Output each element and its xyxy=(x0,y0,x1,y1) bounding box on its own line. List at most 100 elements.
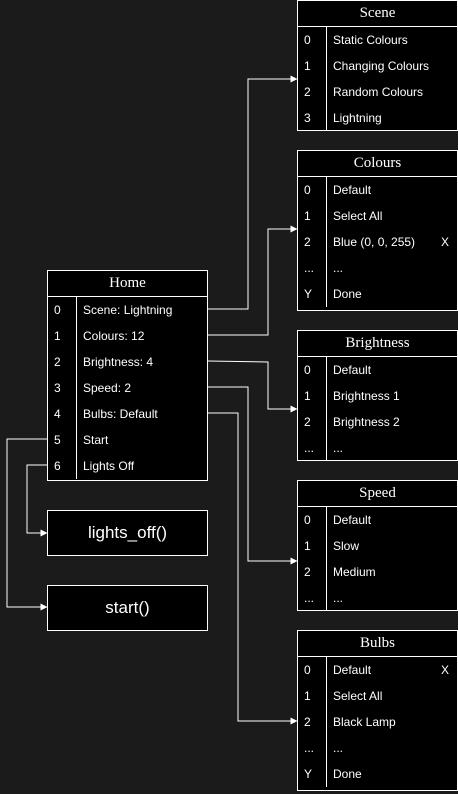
row-value: Default xyxy=(333,183,372,197)
bulbs-row-more: ...... xyxy=(298,735,457,761)
row-value: Speed: 2 xyxy=(83,381,132,395)
row-key: 2 xyxy=(304,235,311,249)
connector-brightness xyxy=(201,357,298,413)
row-key: ... xyxy=(304,261,315,275)
row-key: 6 xyxy=(54,459,61,473)
lights-off-function-box: lights_off() xyxy=(47,510,208,556)
scene-row-lightning[interactable]: 3 Lightning xyxy=(298,105,457,131)
row-key: Y xyxy=(304,287,313,301)
connector-lights-off xyxy=(26,464,48,537)
scene-row-random-colours[interactable]: 2 Random Colours xyxy=(298,79,457,105)
selected-mark: X xyxy=(440,663,449,677)
row-key: 2 xyxy=(304,715,311,729)
speed-row-default[interactable]: 0 Default xyxy=(298,507,457,533)
row-key: 0 xyxy=(304,513,311,527)
row-key: ... xyxy=(304,441,315,455)
row-key: ... xyxy=(304,741,315,755)
connector-start xyxy=(6,438,48,611)
row-value: Select All xyxy=(333,209,383,223)
connector-bulbs xyxy=(201,409,298,725)
row-key: 4 xyxy=(54,407,61,421)
row-key: 1 xyxy=(304,539,311,553)
brightness-row-2[interactable]: 2 Brightness 2 xyxy=(298,409,457,435)
row-value: Lights Off xyxy=(83,459,135,473)
bulbs-table: Bulbs 0 Default X 1 Select All 2 Black Lamp … xyxy=(297,630,458,791)
speed-row-more: ...... xyxy=(298,585,457,611)
speed-row-slow[interactable]: 1 Slow xyxy=(298,533,457,559)
speed-table-title: Speed xyxy=(298,481,457,507)
home-row-lights-off[interactable]: 6 Lights Off xyxy=(48,453,207,479)
row-value: Brightness: 4 xyxy=(83,355,154,369)
row-key: 1 xyxy=(304,209,311,223)
home-row-scene[interactable]: 0 Scene: Lightning xyxy=(48,297,207,323)
scene-row-changing-colours[interactable]: 1 Changing Colours xyxy=(298,53,457,79)
row-value: Black Lamp xyxy=(333,715,396,729)
row-value: ... xyxy=(333,741,344,755)
bulbs-table-title: Bulbs xyxy=(298,631,457,657)
colours-row-select-all[interactable]: 1 Select All xyxy=(298,203,457,229)
home-table-title: Home xyxy=(48,271,207,297)
row-key: 2 xyxy=(304,85,311,99)
connector-colours xyxy=(201,225,298,339)
connector-speed xyxy=(201,383,298,565)
row-key: 0 xyxy=(54,303,61,317)
home-row-bulbs[interactable]: 4 Bulbs: Default xyxy=(48,401,207,427)
colours-row-default[interactable]: 0 Default xyxy=(298,177,457,203)
speed-table: Speed 0 Default 1 Slow 2 Medium ...... xyxy=(297,480,458,611)
brightness-table: Brightness 0 Default 1 Brightness 1 2 Brigh… xyxy=(297,330,458,461)
brightness-row-default[interactable]: 0 Default xyxy=(298,357,457,383)
speed-row-medium[interactable]: 2 Medium xyxy=(298,559,457,585)
row-key: 0 xyxy=(304,183,311,197)
row-value: Bulbs: Default xyxy=(83,407,158,421)
bulbs-row-black-lamp[interactable]: 2 Black Lamp xyxy=(298,709,457,735)
home-row-colours[interactable]: 1 Colours: 12 xyxy=(48,323,207,349)
row-key: 3 xyxy=(304,111,311,125)
row-value: Start xyxy=(83,433,109,447)
connector-scene xyxy=(201,75,298,313)
row-value: Blue (0, 0, 255) xyxy=(333,235,416,249)
row-key: 2 xyxy=(54,355,61,369)
row-value: Default xyxy=(333,363,372,377)
row-value: Default xyxy=(333,663,372,677)
start-function-box: start() xyxy=(47,585,208,631)
home-row-brightness[interactable]: 2 Brightness: 4 xyxy=(48,349,207,375)
row-key: 5 xyxy=(54,433,61,447)
colours-row-done[interactable]: Y Done xyxy=(298,281,457,307)
colours-row-more: ...... xyxy=(298,255,457,281)
row-value: Random Colours xyxy=(333,85,424,99)
colours-row-blue[interactable]: 2 Blue (0, 0, 255) X xyxy=(298,229,457,255)
row-value: Medium xyxy=(333,565,376,579)
row-value: ... xyxy=(333,261,344,275)
home-row-speed[interactable]: 3 Speed: 2 xyxy=(48,375,207,401)
colours-table: Colours 0 Default 1 Select All 2 Blue (0, 0… xyxy=(297,150,458,311)
row-value: ... xyxy=(333,441,344,455)
row-value: Scene: Lightning xyxy=(83,303,173,317)
row-key: 1 xyxy=(304,689,311,703)
row-value: Colours: 12 xyxy=(83,329,145,343)
brightness-table-title: Brightness xyxy=(298,331,457,357)
row-value: Done xyxy=(333,767,362,781)
row-value: ... xyxy=(333,591,344,605)
row-key: 1 xyxy=(304,389,311,403)
row-key: Y xyxy=(304,767,313,781)
colours-table-title: Colours xyxy=(298,151,457,177)
row-value: Static Colours xyxy=(333,33,408,47)
scene-table-title: Scene xyxy=(298,1,457,27)
row-key: 2 xyxy=(304,415,311,429)
row-key: 3 xyxy=(54,381,61,395)
row-value: Brightness 2 xyxy=(333,415,400,429)
row-value: Lightning xyxy=(333,111,382,125)
home-table: Home 0 Scene: Lightning 1 Colours: 12 2 Bri… xyxy=(47,270,208,481)
bulbs-row-done[interactable]: Y Done xyxy=(298,761,457,787)
row-value: Slow xyxy=(333,539,360,553)
scene-row-static-colours[interactable]: 0 Static Colours xyxy=(298,27,457,53)
row-key: 0 xyxy=(304,363,311,377)
row-value: Default xyxy=(333,513,372,527)
home-row-start[interactable]: 5 Start xyxy=(48,427,207,453)
row-key: 1 xyxy=(304,59,311,73)
bulbs-row-select-all[interactable]: 1 Select All xyxy=(298,683,457,709)
row-key: 1 xyxy=(54,329,61,343)
row-value: Brightness 1 xyxy=(333,389,400,403)
brightness-row-1[interactable]: 1 Brightness 1 xyxy=(298,383,457,409)
bulbs-row-default[interactable]: 0 Default X xyxy=(298,657,457,683)
